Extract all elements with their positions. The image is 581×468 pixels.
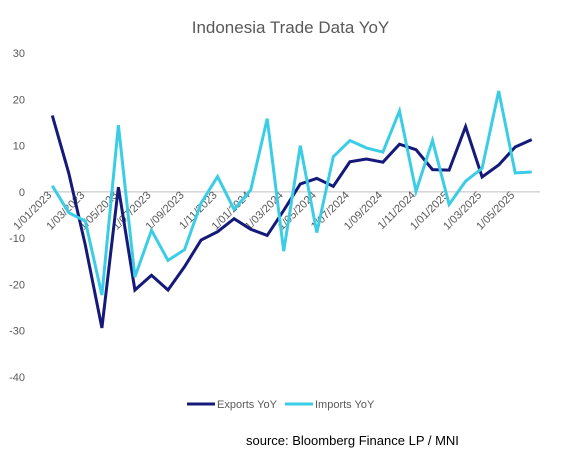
y-tick-label: 20 — [13, 94, 25, 106]
y-tick-label: -40 — [9, 372, 25, 384]
legend-label-exports: Exports YoY — [217, 399, 278, 411]
source-note: source: Bloomberg Finance LP / MNI — [246, 433, 459, 448]
y-tick-label: 10 — [13, 141, 25, 153]
series-line-imports — [51, 90, 532, 296]
y-tick-label: -20 — [9, 279, 25, 291]
y-tick-label: -30 — [9, 326, 25, 338]
x-axis-tick-labels: 1/01/20231/03/20231/05/20231/07/20231/09… — [11, 189, 517, 232]
y-tick-label: 0 — [19, 187, 25, 199]
y-tick-label: 30 — [13, 48, 25, 60]
legend-label-imports: Imports YoY — [315, 399, 375, 411]
chart-title: Indonesia Trade Data YoY — [191, 18, 390, 37]
y-tick-label: -10 — [9, 233, 25, 245]
series-lines — [50, 90, 533, 329]
y-axis-tick-labels: 30 20 10 0 -10 -20 -30 -40 — [9, 48, 25, 384]
legend: Exports YoY Imports YoY — [187, 399, 375, 411]
